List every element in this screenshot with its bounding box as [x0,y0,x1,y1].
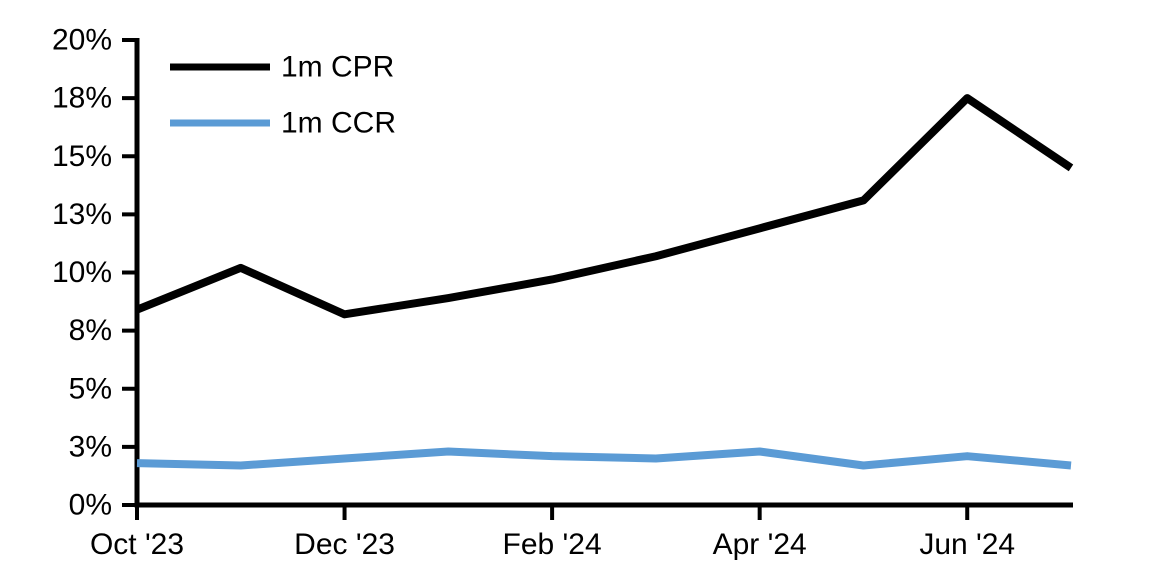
series-line-1m-cpr [135,94,1074,319]
y-axis-tick-label: 18% [52,82,112,115]
y-axis-tick-label: 0% [69,489,112,522]
x-axis-tick-label: Dec '23 [294,528,395,561]
x-axis-tick-label: Jun '24 [919,528,1015,561]
series-line-1m-ccr [136,447,1072,470]
y-axis-tick-label: 20% [52,24,112,57]
legend-label-1m-cpr: 1m CPR [281,51,394,84]
x-axis-tick-label: Oct '23 [90,528,184,561]
y-axis-tick-label: 15% [52,140,112,173]
y-axis-tick-label: 3% [69,430,112,463]
x-axis-tick-label: Apr '24 [713,528,807,561]
y-axis-tick-label: 5% [69,372,112,405]
y-axis-tick-label: 13% [52,198,112,231]
legend-label-1m-ccr: 1m CCR [281,107,396,140]
y-axis-tick-label: 8% [69,314,112,347]
y-axis-tick-label: 10% [52,256,112,289]
x-axis-tick-label: Feb '24 [503,528,602,561]
